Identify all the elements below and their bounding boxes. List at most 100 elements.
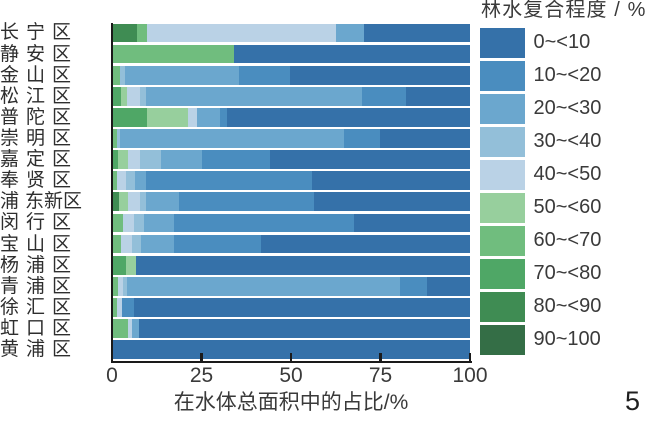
- bar-segment: [140, 192, 147, 212]
- district-label-char: 区: [52, 64, 72, 86]
- legend-item: 20~<30: [480, 93, 650, 124]
- x-tick-label: 25: [189, 364, 214, 387]
- bar-segment: [260, 234, 470, 254]
- bar-segment: [117, 129, 121, 148]
- legend-item: 0~<10: [480, 27, 650, 58]
- district-label-char: 崇: [0, 128, 20, 149]
- stacked-bar-奉贤区: [112, 171, 470, 191]
- bar-segment: [117, 298, 122, 317]
- legend-swatch: [480, 126, 525, 157]
- bar-row: [112, 319, 470, 340]
- district-label-char: 东: [25, 191, 45, 213]
- plot-area: [112, 23, 470, 362]
- x-tick-label: 100: [452, 364, 488, 387]
- bar-segment: [123, 213, 134, 233]
- district-label-char: 黄: [0, 339, 20, 361]
- bar-segment: [289, 65, 470, 85]
- bar-segment: [270, 150, 470, 170]
- bar-segment: [146, 192, 180, 212]
- bar-segment: [226, 107, 470, 127]
- bar-segment: [112, 298, 118, 317]
- bar-row: [112, 86, 470, 108]
- legend-item: 90~100: [480, 324, 650, 355]
- bar-segment: [140, 150, 162, 170]
- stacked-bar-虹口区: [112, 319, 470, 338]
- district-label-char: 汇: [26, 296, 46, 318]
- stacked-bar-普陀区: [112, 107, 470, 127]
- bar-segment: [120, 129, 344, 148]
- bar-segment: [120, 234, 133, 254]
- legend-swatch: [480, 258, 525, 289]
- district-label: 虹口区: [0, 319, 100, 338]
- bar-row: [112, 192, 470, 213]
- bar-segment: [112, 213, 124, 233]
- legend-swatch: [480, 225, 525, 256]
- legend-label: 60~<70: [533, 228, 602, 251]
- bar-segment: [201, 150, 271, 170]
- bar-segment: [112, 234, 121, 254]
- district-label-char: 区: [52, 22, 72, 44]
- district-label-char: 定: [26, 149, 46, 171]
- district-label-char: 新: [44, 191, 64, 213]
- legend-label: 50~<60: [533, 195, 602, 218]
- bar-segment: [233, 44, 470, 64]
- bar-segment: [118, 150, 129, 170]
- bar-segment: [119, 65, 125, 85]
- bar-segment: [135, 171, 146, 191]
- bar-segment: [361, 86, 406, 106]
- district-label-char: 金: [0, 64, 20, 86]
- district-label-char: 松: [0, 85, 20, 107]
- legend-item: 40~<50: [480, 159, 650, 190]
- bar-row: [112, 129, 470, 150]
- bar-segment: [364, 23, 470, 43]
- x-axis-line: [110, 360, 473, 364]
- legend-title: 林水复合程度 / %: [481, 0, 647, 21]
- bar-segment: [112, 192, 120, 212]
- bar-segment: [117, 171, 127, 191]
- bar-segment: [128, 192, 141, 212]
- legend-item: 60~<70: [480, 225, 650, 256]
- bar-segment: [134, 298, 470, 317]
- district-label-char: 浦: [26, 254, 46, 276]
- bar-row: [112, 234, 470, 256]
- district-label: 奉贤区: [0, 171, 100, 190]
- bar-segment: [343, 129, 381, 148]
- bar-segment: [126, 171, 136, 191]
- district-label-char: 陀: [26, 106, 46, 128]
- legend-swatch: [480, 324, 525, 355]
- x-tick-mark: [379, 353, 382, 361]
- district-label-char: 区: [52, 43, 72, 65]
- legend-swatch: [480, 60, 525, 91]
- district-label: 徐汇区: [0, 298, 100, 317]
- bar-segment: [380, 129, 470, 148]
- district-label-char: 区: [52, 170, 72, 192]
- district-label: 浦东新区: [0, 192, 100, 211]
- district-label: 宝山区: [0, 235, 100, 254]
- stacked-bar-崇明区: [112, 129, 470, 148]
- bar-row: [112, 298, 470, 319]
- bar-segment: [137, 23, 148, 43]
- district-label: 闵行区: [0, 213, 100, 232]
- stacked-bar-松江区: [112, 86, 470, 106]
- bar-row: [112, 150, 470, 171]
- bar-segment: [128, 319, 133, 338]
- stacked-bar-长宁区: [112, 23, 470, 43]
- legend-swatch: [480, 27, 525, 58]
- bar-segment: [132, 234, 142, 254]
- bar-segment: [112, 255, 126, 275]
- district-label: 静安区: [0, 45, 100, 64]
- district-label-char: 贤: [26, 170, 46, 192]
- bar-segment: [145, 86, 362, 106]
- district-label-char: 明: [26, 128, 46, 149]
- bar-row: [112, 23, 470, 45]
- district-label-char: 山: [26, 64, 46, 86]
- district-label: 崇明区: [0, 129, 100, 148]
- bar-segment: [132, 319, 140, 338]
- bar-segment: [112, 65, 120, 85]
- stacked-bar-浦东新区: [112, 192, 470, 212]
- district-label-char: 宁: [26, 22, 46, 44]
- x-axis-title: 在水体总面积中的占比/%: [173, 390, 409, 414]
- district-label-char: 浦: [0, 191, 20, 213]
- bar-segment: [122, 276, 128, 296]
